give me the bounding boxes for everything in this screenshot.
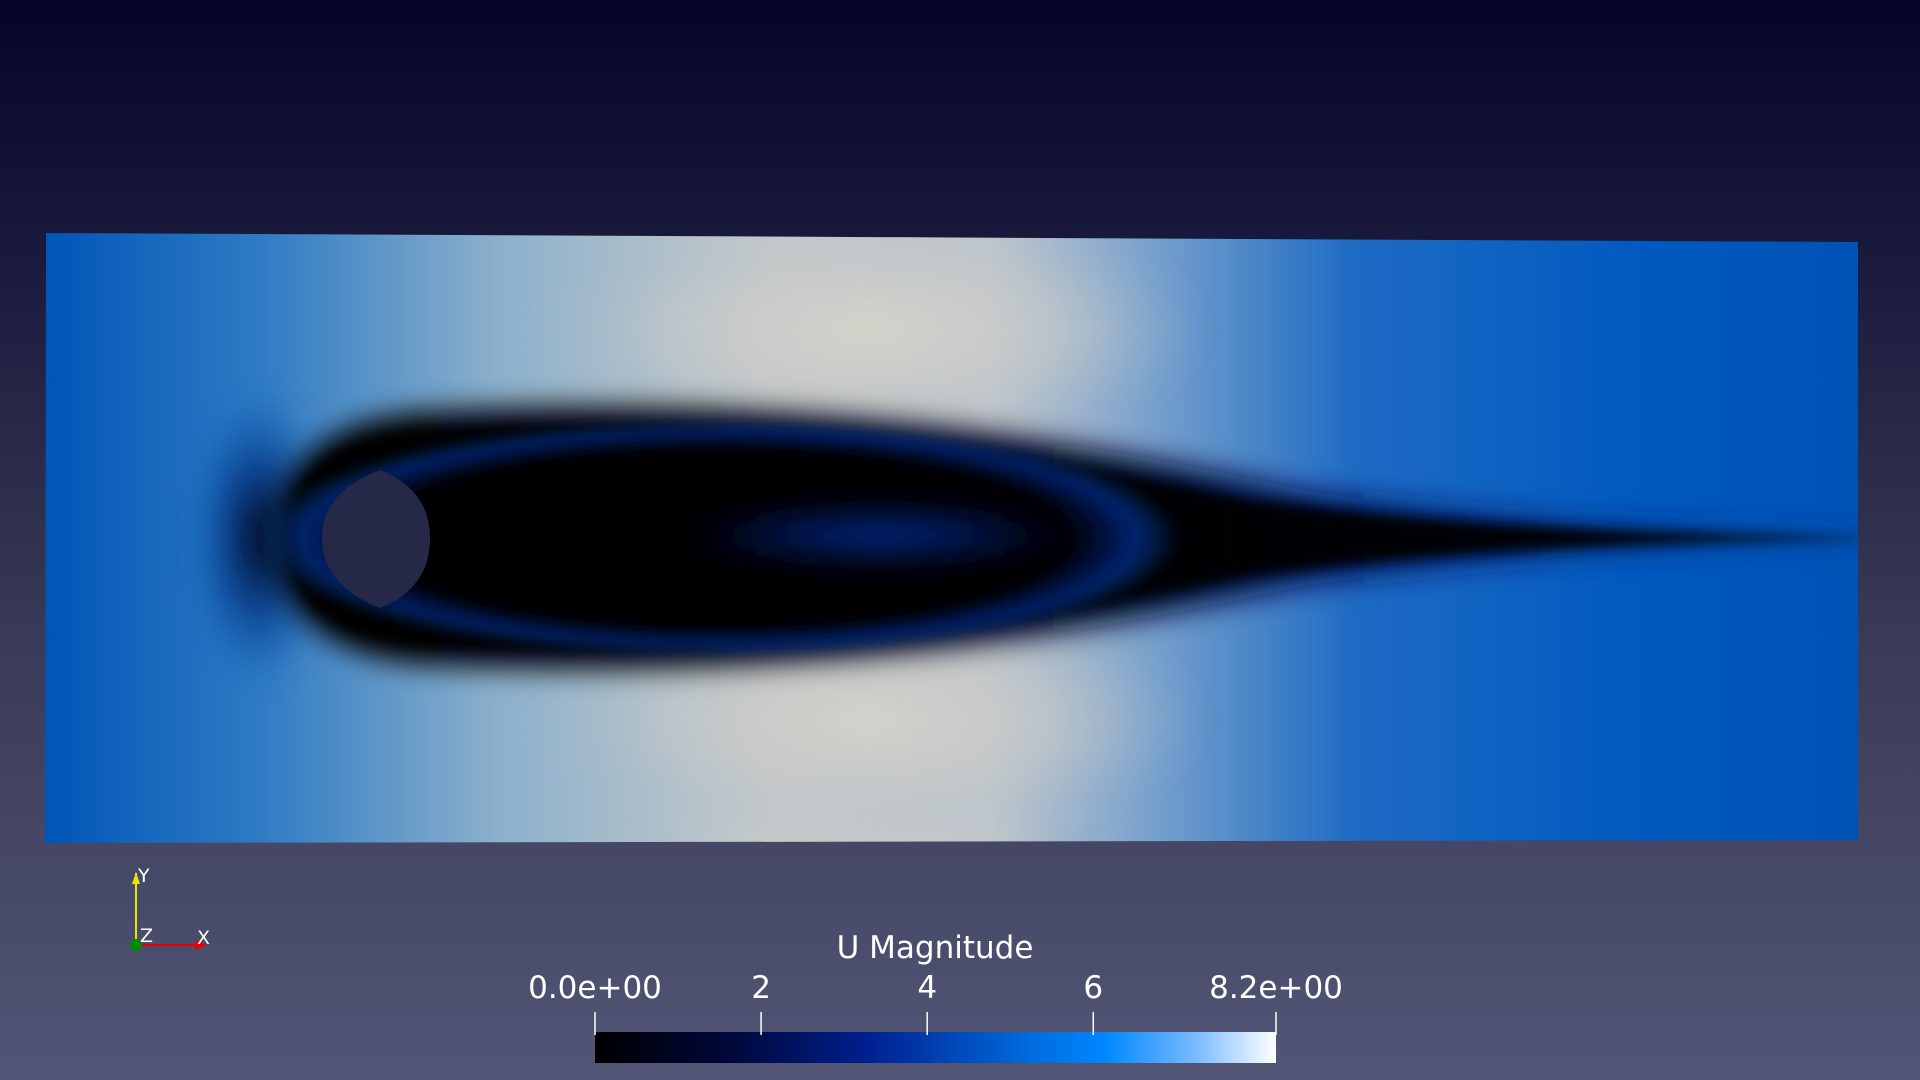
cylinder-obstacle (322, 470, 430, 608)
colorbar-tick-label-4: 8.2e+00 (1209, 970, 1343, 1006)
colorbar-gradient (595, 1032, 1276, 1063)
x-axis-arrow (195, 940, 207, 950)
axis-y-label: Y (138, 865, 150, 887)
colorbar-tick-label-0: 0.0e+00 (528, 970, 662, 1006)
orientation-axes (130, 872, 207, 951)
scalar-colorbar (594, 1012, 1277, 1063)
colorbar-tick-label-2: 4 (917, 970, 938, 1006)
colorbar-tick-label-3: 6 (1083, 970, 1104, 1006)
axis-z-label: Z (140, 925, 154, 947)
flow-domain (45, 233, 1858, 843)
colorbar-tick-label-1: 2 (751, 970, 771, 1006)
colorbar-ticks (594, 1012, 1277, 1035)
axis-x-label: X (197, 927, 211, 949)
z-axis-dot (130, 939, 142, 951)
y-axis-arrow (132, 872, 140, 884)
colorbar-title: U Magnitude (836, 930, 1034, 966)
